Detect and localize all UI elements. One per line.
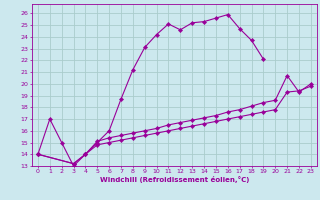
X-axis label: Windchill (Refroidissement éolien,°C): Windchill (Refroidissement éolien,°C) xyxy=(100,176,249,183)
